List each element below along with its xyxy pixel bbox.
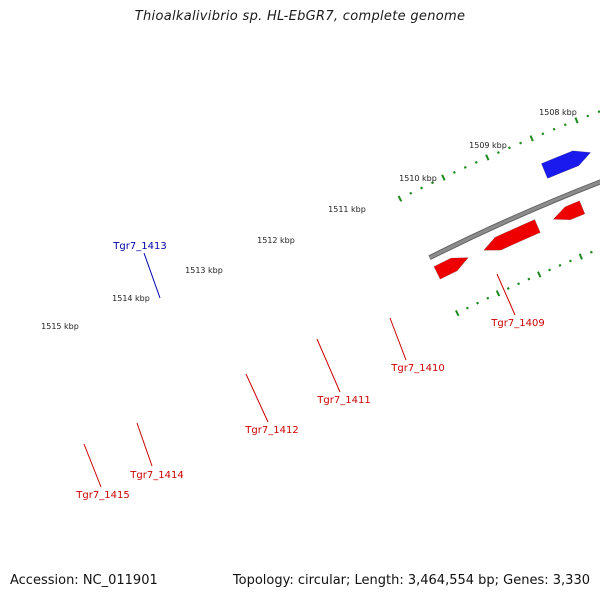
outer-tick-mark (474, 160, 478, 164)
gene-label[interactable]: Tgr7_1409 (490, 318, 544, 329)
kbp-tick-label: 1509 kbp (469, 141, 507, 150)
leader-line (389, 317, 407, 361)
inner-tick-mark (558, 263, 562, 267)
gene-label[interactable]: Tgr7_1410 (390, 363, 444, 374)
inner-tick-mark (495, 290, 501, 297)
inner-tick-mark (465, 306, 469, 310)
gene-label[interactable]: Tgr7_1415 (75, 490, 129, 501)
backbone-line (428, 180, 600, 260)
genome-backbone (428, 179, 600, 260)
topology-label: Topology: circular; Length: 3,464,554 bp… (232, 573, 590, 588)
gene-label[interactable]: Tgr7_1414 (129, 470, 183, 481)
outer-tick-mark (529, 135, 534, 142)
leader-line (245, 373, 269, 423)
inner-tick-mark (548, 268, 552, 272)
kbp-tick-label: 1512 kbp (257, 236, 295, 245)
leader-line (316, 338, 341, 393)
outer-tick-mark (452, 170, 456, 174)
inner-tick-mark (568, 259, 572, 263)
kbp-tick-label: 1514 kbp (112, 294, 150, 303)
map-title: Thioalkalivibrio sp. HL-EbGR7, complete … (134, 9, 466, 24)
outer-tick-mark (397, 195, 403, 202)
kbp-tick-label: 1511 kbp (328, 205, 366, 214)
outer-tick-mark (431, 181, 434, 185)
inner-tick-mark (537, 271, 542, 278)
gene-label[interactable]: Tgr7_1413 (112, 241, 166, 252)
gene-feature-tgr7-1413 (541, 150, 592, 179)
inner-tick-mark (455, 309, 460, 317)
inner-tick-mark (517, 282, 521, 286)
outer-tick-mark (420, 186, 424, 190)
outer-tick-mark (586, 114, 590, 118)
outer-tick-mark (485, 154, 490, 161)
outer-tick-mark (552, 127, 556, 131)
outer-tick-mark (574, 117, 579, 124)
accession-label: Accession: NC_011901 (10, 573, 158, 588)
inner-tick-mark (578, 253, 583, 260)
leader-line (143, 252, 161, 299)
outer-tick-mark (597, 110, 600, 114)
inner-tick-ring (455, 250, 593, 317)
outer-tick-mark (563, 123, 567, 127)
outer-tick-mark (508, 146, 511, 150)
kbp-tick-label: 1515 kbp (41, 322, 79, 331)
kbp-tick-label: 1510 kbp (399, 174, 437, 183)
gene-label[interactable]: Tgr7_1411 (316, 395, 370, 406)
inner-tick-mark (589, 250, 593, 254)
label-leader-lines (83, 252, 516, 488)
gene-labels: Tgr7_1413 Tgr7_1409 Tgr7_1410 Tgr7_1411 Tgr7… (75, 241, 544, 501)
kbp-tick-labels: 1508 kbp 1509 kbp 1510 kbp 1511 kbp 1512 kbp… (41, 108, 577, 331)
outer-tick-mark (463, 165, 467, 169)
gene-label[interactable]: Tgr7_1412 (244, 425, 298, 436)
outer-tick-mark (519, 141, 523, 145)
inner-tick-mark (476, 301, 480, 305)
leader-line (83, 443, 102, 488)
gene-feature-tgr7-1415 (483, 219, 541, 251)
outer-tick-mark (496, 151, 500, 155)
inner-tick-mark (486, 296, 490, 300)
inner-tick-mark (506, 287, 510, 290)
outer-tick-mark (409, 191, 413, 195)
outer-tick-mark (441, 174, 446, 181)
kbp-tick-label: 1508 kbp (539, 108, 577, 117)
gene-feature-tgr7-1415-left (433, 257, 469, 280)
leader-line (136, 422, 153, 467)
gene-feature-tgr7-1414 (552, 200, 586, 221)
outer-tick-mark (541, 132, 545, 136)
feature-track (433, 150, 592, 280)
inner-tick-mark (527, 277, 531, 281)
leader-line (496, 273, 516, 316)
outer-tick-ring (397, 110, 600, 202)
kbp-tick-label: 1513 kbp (185, 266, 223, 275)
